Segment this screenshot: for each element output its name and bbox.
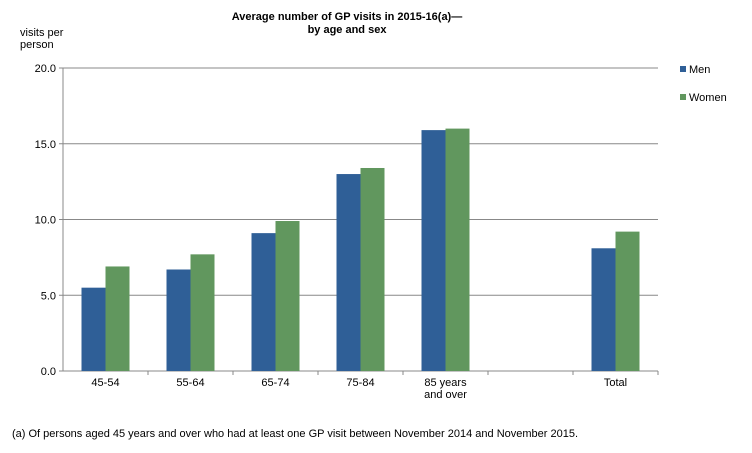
- legend-swatch-women: [680, 94, 686, 100]
- bar-men: [81, 287, 106, 371]
- bar-women: [105, 266, 130, 371]
- x-tick-label: 85 years: [424, 377, 467, 389]
- x-tick-label: 45-54: [91, 377, 119, 389]
- y-axis-label: visits per: [20, 27, 64, 39]
- x-tick-label: Total: [604, 377, 627, 389]
- y-tick-label: 10.0: [35, 215, 56, 227]
- bar-women: [360, 167, 385, 371]
- y-tick-label: 20.0: [35, 63, 56, 75]
- bar-men: [166, 269, 191, 371]
- y-tick-label: 0.0: [41, 366, 56, 378]
- bar-women: [275, 221, 300, 371]
- x-tick-label: 55-64: [176, 377, 204, 389]
- x-tick-label: and over: [424, 389, 467, 401]
- y-tick-label: 5.0: [41, 290, 56, 302]
- bar-men: [591, 248, 616, 371]
- bar-women: [190, 254, 215, 371]
- bar-women: [615, 231, 640, 371]
- bar-women: [445, 128, 470, 371]
- x-tick-label: 75-84: [346, 377, 374, 389]
- x-tick-label: 65-74: [261, 377, 289, 389]
- legend-label-men: Men: [689, 64, 710, 76]
- y-axis-label: person: [20, 39, 54, 51]
- bar-men: [336, 174, 361, 371]
- chart-title: Average number of GP visits in 2015-16(a…: [232, 11, 462, 23]
- legend-label-women: Women: [689, 92, 727, 104]
- chart-title: by age and sex: [308, 24, 388, 36]
- bar-men: [421, 130, 446, 371]
- bar-men: [251, 233, 276, 371]
- legend-swatch-men: [680, 66, 686, 72]
- y-tick-label: 15.0: [35, 139, 56, 151]
- footnote: (a) Of persons aged 45 years and over wh…: [12, 428, 578, 440]
